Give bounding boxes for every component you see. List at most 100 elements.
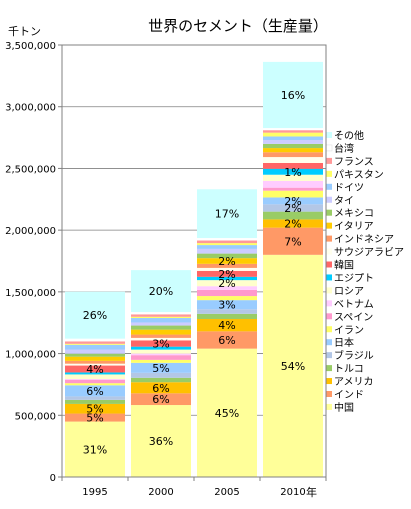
bar-segment	[131, 372, 191, 378]
bar-segment	[65, 403, 125, 414]
x-tick-label: 2010	[280, 487, 305, 498]
bar-segment	[263, 157, 323, 163]
legend-swatch	[326, 248, 332, 255]
legend-swatch	[325, 144, 333, 152]
legend-swatch	[326, 209, 332, 216]
bar-segment	[263, 132, 323, 137]
bar-segment	[131, 349, 191, 354]
bar-segment	[263, 197, 323, 205]
bar-segment	[65, 379, 125, 384]
bar-segment	[263, 136, 323, 141]
chart-title: 世界のセメント（生産量）	[148, 17, 328, 35]
bar-segment	[197, 248, 257, 254]
y-tick-label: 1,000,000	[5, 350, 56, 361]
bar-segment	[65, 374, 125, 379]
bar-segment	[263, 148, 323, 153]
legend-label: ロシア	[334, 286, 364, 297]
bar-segment	[65, 353, 125, 357]
x-axis-unit-label: 年	[306, 485, 317, 499]
legend-label: 台湾	[334, 142, 354, 155]
legend-swatch	[326, 222, 332, 229]
percent-label: 4%	[86, 363, 103, 376]
y-axis-ticks: 0 500,000 1,000,000 1,500,000 2,000,000 2,500…	[5, 41, 62, 484]
bar-segment	[65, 396, 125, 400]
percent-label: 2%	[218, 277, 235, 290]
bar-segment	[131, 334, 191, 338]
legend-label: ベトナム	[334, 298, 374, 310]
bar-segment	[197, 276, 257, 281]
legend-label: 韓国	[334, 260, 354, 272]
bar-segment	[197, 300, 257, 310]
bar-segment	[131, 318, 191, 323]
bar-segment	[131, 355, 191, 360]
bar-segment	[131, 270, 191, 313]
bar-segment	[263, 211, 323, 220]
bar-segment	[197, 189, 257, 239]
percent-label: 6%	[86, 385, 103, 398]
bar-segment	[197, 296, 257, 301]
percent-label: 45%	[215, 407, 239, 420]
bar-segment	[263, 187, 323, 191]
legend-swatch	[326, 300, 332, 307]
bar-segment	[65, 356, 125, 361]
legend-swatch	[326, 326, 332, 333]
legend-swatch	[326, 378, 332, 385]
y-axis-unit-label: 千トン	[8, 25, 41, 38]
percent-label: 2%	[284, 218, 301, 231]
legend-swatch	[326, 365, 332, 372]
percent-label: 26%	[83, 309, 107, 322]
bar-segment	[65, 360, 125, 364]
legend-swatch	[326, 274, 332, 281]
bar-segment	[263, 190, 323, 198]
bar-segment	[131, 322, 191, 326]
bar-segment	[263, 174, 323, 181]
bar-segment	[197, 313, 257, 320]
legend-label: 中国	[334, 401, 354, 414]
y-tick-label: 2,000,000	[5, 226, 56, 237]
bar-segment	[131, 316, 191, 319]
plot-area-border	[61, 44, 327, 478]
legend-swatch	[326, 403, 332, 410]
percent-label: 2%	[284, 195, 301, 208]
legend-swatch	[326, 261, 332, 268]
bar-segment	[131, 325, 191, 330]
bar-segment	[263, 61, 323, 129]
bar-segment	[197, 245, 257, 249]
y-tick-label: 3,500,000	[5, 41, 56, 52]
percent-label: 7%	[284, 235, 301, 248]
percent-label: 31%	[83, 443, 107, 456]
legend-label: アメリカ	[334, 376, 374, 388]
percent-label: 6%	[218, 334, 235, 347]
bar-segment	[197, 331, 257, 349]
legend: その他台湾フランスパキスタンドイツタイメキシコイタリアインドネシアサウジアラビア…	[325, 129, 404, 414]
bar-segment	[263, 168, 323, 175]
percent-label: 5%	[86, 412, 103, 425]
percent-label: 6%	[152, 393, 169, 406]
y-tick-label: 1,500,000	[5, 288, 56, 299]
bar-segment	[65, 338, 125, 342]
legend-label: 日本	[334, 336, 354, 349]
bar-segment	[263, 152, 323, 158]
legend-swatch	[326, 235, 332, 242]
bar-segment	[197, 348, 257, 477]
bar-segment	[263, 162, 323, 169]
bar-segment	[263, 143, 323, 149]
percent-label: 1%	[284, 166, 301, 179]
percent-label: 2%	[218, 268, 235, 281]
bar-segment	[65, 385, 125, 397]
bar-segment	[131, 362, 191, 373]
legend-label: フランス	[334, 156, 374, 168]
legend-label: イタリア	[334, 221, 374, 233]
bar-segment	[197, 280, 257, 287]
percent-label: 17%	[215, 208, 239, 221]
y-tick-label: 3,000,000	[5, 103, 56, 114]
bar-segment	[65, 363, 125, 366]
bar-segment	[65, 344, 125, 350]
bar-segment	[131, 353, 191, 356]
bar-segment	[263, 227, 323, 255]
legend-label: その他	[334, 129, 364, 142]
percent-label: 3%	[152, 338, 169, 351]
bar-segment	[197, 238, 257, 241]
legend-label: スペイン	[334, 312, 373, 323]
y-tick-label: 500,000	[15, 411, 56, 422]
